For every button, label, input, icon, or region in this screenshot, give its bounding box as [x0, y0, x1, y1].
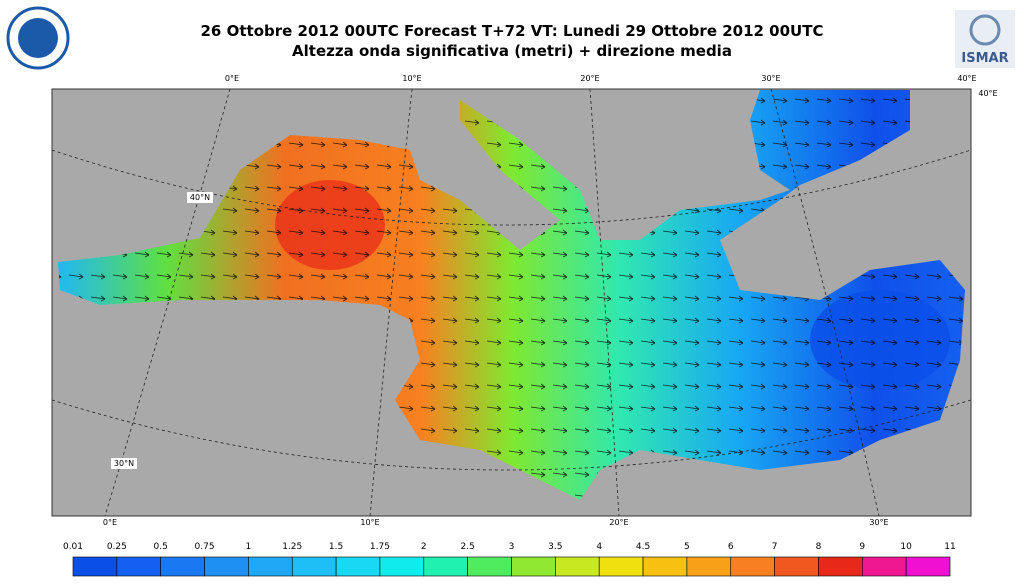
- colorbar-label: 10: [900, 542, 912, 552]
- subtitle: Altezza onda significativa (metri) + dir…: [292, 42, 732, 60]
- colorbar-label: 7: [772, 542, 778, 552]
- graticule-left: 30°N: [114, 459, 134, 468]
- colorbar-segment: [555, 556, 600, 577]
- graticule-lines: [52, 89, 971, 516]
- map: [52, 89, 971, 516]
- colorbar-label: 1.5: [329, 542, 343, 552]
- graticule-top: 30°E: [761, 74, 780, 83]
- logo-right-box: [955, 10, 1015, 68]
- colorbar: 0.01 0.25 0.5 0.75 1 1.25 1.5 1.75 2 2.5 3 3.5 4 4.5 5…: [63, 542, 956, 577]
- colorbar-segment: [160, 556, 205, 577]
- colorbar-segment: [905, 556, 951, 577]
- logo-right-icon: [969, 14, 1001, 46]
- colorbar-segment: [335, 556, 381, 577]
- colorbar-segment: [598, 556, 644, 577]
- colorbar-label: 3: [509, 542, 515, 552]
- graticule-top: 10°E: [402, 74, 421, 83]
- colorbar-segment: [248, 556, 293, 577]
- colorbar-segment: [511, 556, 556, 577]
- colorbar-segment: [818, 556, 863, 577]
- colorbar-label: 8: [816, 542, 822, 552]
- graticule-left-bg: [187, 192, 213, 203]
- colorbar-label: 0.5: [154, 542, 168, 552]
- colorbar-label: 0.01: [63, 542, 83, 552]
- colorbar-segment: [204, 556, 249, 577]
- colorbar-segment: [291, 556, 337, 577]
- logo-left-inner: [18, 18, 58, 58]
- direction-arrows: [58, 90, 965, 500]
- graticule-bottom: 30°E: [869, 518, 888, 527]
- graticule-bottom: 20°E: [609, 518, 628, 527]
- colorbar-label: 4: [596, 542, 602, 552]
- colorbar-segment: [72, 556, 118, 577]
- graticule-labels: 0°E 10°E 20°E 30°E 40°E40°E 0°E 10°E 20°E 30°E 40…: [103, 74, 998, 527]
- colorbar-label: 1.75: [370, 542, 390, 552]
- graticule-bottom: 0°E: [103, 518, 117, 527]
- colorbar-label: 0.25: [107, 542, 127, 552]
- colorbar-label: 11: [944, 542, 955, 552]
- colorbar-label: 2: [421, 542, 427, 552]
- colorbar-segment: [861, 556, 907, 577]
- graticule-top: 0°E: [225, 74, 239, 83]
- colorbar-label: 3.5: [548, 542, 562, 552]
- colorbar-label: 4.5: [636, 542, 650, 552]
- graticule-top: 20°E: [580, 74, 599, 83]
- graticule-left-bg: [111, 458, 137, 469]
- colorbar-segment: [686, 556, 732, 577]
- colorbar-label: 6: [728, 542, 734, 552]
- graticule-left: 40°N: [190, 193, 210, 202]
- colorbar-label: 1: [246, 542, 252, 552]
- graticule-right: 40°E: [978, 89, 997, 98]
- colorbar-segment: [642, 556, 688, 577]
- colorbar-label: 5: [684, 542, 690, 552]
- colorbar-label: 1.25: [282, 542, 302, 552]
- colorbar-segment: [116, 556, 161, 577]
- colorbar-label: 9: [859, 542, 865, 552]
- colorbar-segment: [774, 556, 819, 577]
- colorbar-segment: [730, 556, 775, 577]
- graticule-top: 40°E: [957, 74, 976, 83]
- colorbar-label: 0.75: [195, 542, 215, 552]
- title: 26 Ottobre 2012 00UTC Forecast T+72 VT: …: [201, 22, 824, 40]
- logo-right-text: ISMAR: [961, 51, 1008, 66]
- colorbar-label: 2.5: [460, 542, 474, 552]
- colorbar-segment: [423, 556, 468, 577]
- graticule-bottom: 10°E: [360, 518, 379, 527]
- map-frame: [51, 88, 972, 517]
- colorbar-segment: [467, 556, 512, 577]
- colorbar-segment: [379, 556, 425, 577]
